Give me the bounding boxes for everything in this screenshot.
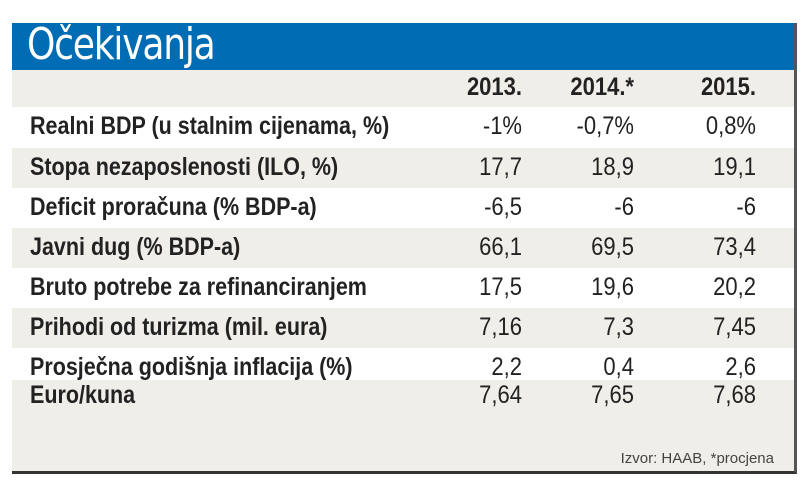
row-label: Prosječna godišnja inflacija (%)	[30, 353, 353, 381]
table-row: Prihodi od turizma (mil. eura) 7,16 7,3 7,4…	[12, 308, 794, 348]
table-cell: 7,68	[713, 381, 756, 409]
table-cell: 0,8%	[705, 112, 756, 140]
row-label: Prihodi od turizma (mil. eura)	[30, 313, 328, 341]
table-row: Deficit proračuna (% BDP-a) -6,5 -6 -6	[12, 188, 794, 228]
table-card: Očekivanja 2013. 2014.* 2015. Realni BDP…	[12, 19, 797, 474]
table-cell: 7,64	[479, 381, 522, 409]
table-row: Realni BDP (u stalnim cijenama, %) -1% -0,…	[12, 107, 794, 148]
row-label: Javni dug (% BDP-a)	[30, 233, 241, 261]
table-row: Prosječna godišnja inflacija (%) 2,2 0,4 2,…	[12, 348, 794, 381]
table-cell: 7,65	[591, 381, 634, 409]
table-row: Euro/kuna 7,64 7,65 7,68	[12, 380, 794, 420]
header-row: 2013. 2014.* 2015.	[12, 70, 794, 107]
row-label: Deficit proračuna (% BDP-a)	[30, 193, 317, 221]
title-bar: Očekivanja	[12, 19, 794, 70]
table-cell: -6	[614, 193, 634, 221]
table-cell: 0,4	[603, 353, 634, 381]
table-cell: -1%	[482, 112, 522, 140]
table-cell: 73,4	[713, 233, 756, 261]
table-cell: 17,7	[479, 153, 522, 181]
table-cell: 17,5	[479, 273, 522, 301]
row-label: Euro/kuna	[30, 381, 136, 409]
column-header: 2013.	[466, 73, 522, 101]
table-title: Očekivanja	[27, 19, 216, 70]
table-row: Bruto potrebe za refinanciranjem 17,5 19,6…	[12, 268, 794, 308]
table-row: Stopa nezaposlenosti (ILO, %) 17,7 18,9 19,…	[12, 148, 794, 188]
row-label: Realni BDP (u stalnim cijenama, %)	[30, 112, 390, 140]
row-label: Stopa nezaposlenosti (ILO, %)	[30, 153, 339, 181]
table-cell: 20,2	[713, 273, 756, 301]
table-cell: -6	[736, 193, 756, 221]
column-header: 2015.	[700, 73, 756, 101]
row-label: Bruto potrebe za refinanciranjem	[30, 273, 367, 301]
table-cell: 7,16	[479, 313, 522, 341]
table-cell: 2,2	[491, 353, 522, 381]
column-header: 2014.*	[570, 73, 634, 101]
table-cell: 2,6	[725, 353, 756, 381]
source-note: Izvor: HAAB, *procjena	[620, 450, 774, 467]
table-cell: 66,1	[479, 233, 522, 261]
table-cell: 7,45	[713, 313, 756, 341]
table-row: Javni dug (% BDP-a) 66,1 69,5 73,4	[12, 228, 794, 268]
table-cell: -6,5	[484, 193, 522, 221]
table-cell: 18,9	[591, 153, 634, 181]
table-cell: 19,1	[713, 153, 756, 181]
table-cell: 7,3	[603, 313, 634, 341]
table-cell: -0,7%	[576, 112, 634, 140]
table-cell: 19,6	[591, 273, 634, 301]
table-cell: 69,5	[591, 233, 634, 261]
